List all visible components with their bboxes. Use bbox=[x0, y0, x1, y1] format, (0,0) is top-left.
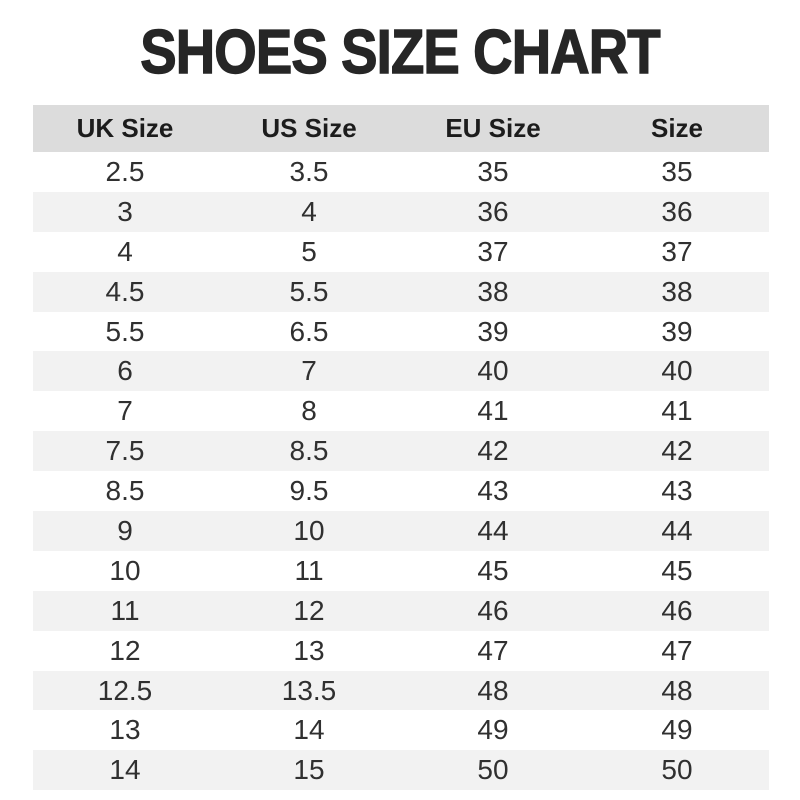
table-cell-us-size: 12 bbox=[293, 594, 325, 626]
table-cell-uk-size: 5.5 bbox=[105, 315, 145, 347]
table-cell-eu-size: 45 bbox=[477, 554, 509, 586]
table-cell-uk-size: 7 bbox=[117, 395, 133, 427]
table-cell-uk-size: 3 bbox=[117, 195, 133, 227]
table-row: 8.5 9.5 43 43 bbox=[33, 471, 769, 512]
table-cell-uk-size: 11 bbox=[110, 594, 140, 626]
table-cell-us-size: 4 bbox=[301, 195, 317, 227]
table-header-row: UK Size US Size EU Size Size bbox=[33, 105, 769, 152]
header-cell-uk-size: UK Size bbox=[76, 113, 174, 143]
table-cell-us-size: 13.5 bbox=[281, 674, 337, 706]
table-row: 6 7 40 40 bbox=[33, 351, 769, 392]
table-cell-us-size: 8 bbox=[301, 395, 317, 427]
table-cell-uk-size: 10 bbox=[109, 554, 141, 586]
table-cell-eu-size: 47 bbox=[477, 634, 509, 666]
table-cell-uk-size: 2.5 bbox=[105, 155, 145, 187]
table-cell-size: 40 bbox=[661, 355, 693, 387]
table-cell-eu-size: 50 bbox=[477, 754, 509, 786]
table-cell-size: 36 bbox=[661, 195, 693, 227]
table-cell-eu-size: 48 bbox=[477, 674, 509, 706]
table-row: 4 5 37 37 bbox=[33, 231, 769, 272]
table-row: 13 14 49 49 bbox=[33, 710, 769, 751]
table-cell-us-size: 9.5 bbox=[289, 475, 329, 507]
header-cell-eu-size: EU Size bbox=[445, 113, 541, 143]
table-cell-eu-size: 40 bbox=[477, 355, 509, 387]
table-cell-eu-size: 44 bbox=[477, 514, 509, 546]
table-cell-eu-size: 49 bbox=[477, 714, 509, 746]
table-cell-uk-size: 6 bbox=[117, 355, 133, 387]
table-cell-size: 38 bbox=[661, 275, 693, 307]
table-cell-eu-size: 43 bbox=[477, 475, 509, 507]
table-cell-us-size: 6.5 bbox=[289, 315, 329, 347]
table-row: 11 12 46 46 bbox=[33, 590, 769, 631]
table-row: 3 4 36 36 bbox=[33, 191, 769, 232]
table-cell-size: 39 bbox=[661, 315, 693, 347]
table-cell-us-size: 13 bbox=[293, 634, 325, 666]
table-cell-size: 37 bbox=[661, 235, 693, 267]
header-cell-us-size: US Size bbox=[261, 113, 357, 143]
table-cell-size: 45 bbox=[661, 554, 693, 586]
page-title: SHOES SIZE CHART bbox=[140, 18, 662, 87]
table-row: 10 11 45 45 bbox=[33, 550, 769, 591]
table-cell-uk-size: 12 bbox=[109, 634, 141, 666]
table-cell-uk-size: 9 bbox=[117, 514, 133, 546]
table-cell-uk-size: 12.5 bbox=[97, 674, 153, 706]
table-row: 7.5 8.5 42 42 bbox=[33, 431, 769, 472]
table-cell-size: 47 bbox=[661, 634, 693, 666]
table-body: 2.5 3.5 35 35 3 4 36 36 4 5 37 37 4.5 5.… bbox=[33, 152, 769, 791]
table-cell-us-size: 8.5 bbox=[289, 435, 329, 467]
table-cell-size: 35 bbox=[661, 155, 693, 187]
table-cell-us-size: 11 bbox=[294, 554, 324, 586]
table-cell-uk-size: 4.5 bbox=[105, 275, 145, 307]
table-cell-eu-size: 42 bbox=[477, 435, 509, 467]
table-row: 4.5 5.5 38 38 bbox=[33, 271, 769, 312]
table-row: 5.5 6.5 39 39 bbox=[33, 311, 769, 352]
table-cell-size: 49 bbox=[661, 714, 693, 746]
table-row: 9 10 44 44 bbox=[33, 511, 769, 551]
size-chart-table: UK Size US Size EU Size Size 2.5 3.5 35 … bbox=[33, 105, 769, 791]
table-cell-eu-size: 35 bbox=[477, 155, 509, 187]
header-cell-size: Size bbox=[650, 113, 704, 143]
table-cell-size: 41 bbox=[661, 395, 693, 427]
table-cell-eu-size: 46 bbox=[477, 594, 509, 626]
table-cell-uk-size: 13 bbox=[109, 714, 141, 746]
table-cell-us-size: 15 bbox=[293, 754, 325, 786]
table-row: 14 15 50 50 bbox=[33, 750, 769, 791]
table-cell-uk-size: 14 bbox=[109, 754, 141, 786]
table-cell-size: 42 bbox=[661, 435, 693, 467]
table-cell-eu-size: 37 bbox=[477, 235, 509, 267]
table-cell-size: 46 bbox=[661, 594, 693, 626]
table-cell-size: 50 bbox=[661, 754, 693, 786]
table-row: 12.5 13.5 48 48 bbox=[33, 670, 769, 711]
table-row: 7 8 41 41 bbox=[33, 391, 769, 432]
table-cell-size: 48 bbox=[661, 674, 693, 706]
table-cell-us-size: 3.5 bbox=[289, 155, 329, 187]
table-row: 2.5 3.5 35 35 bbox=[33, 152, 769, 192]
table-cell-uk-size: 4 bbox=[117, 235, 133, 267]
table-cell-eu-size: 38 bbox=[477, 275, 509, 307]
table-cell-us-size: 5.5 bbox=[289, 275, 329, 307]
table-cell-us-size: 14 bbox=[293, 714, 325, 746]
table-cell-eu-size: 39 bbox=[477, 315, 509, 347]
table-cell-size: 43 bbox=[661, 475, 693, 507]
table-cell-uk-size: 7.5 bbox=[105, 435, 145, 467]
table-cell-eu-size: 41 bbox=[477, 395, 509, 427]
table-cell-uk-size: 8.5 bbox=[105, 475, 145, 507]
table-row: 12 13 47 47 bbox=[33, 630, 769, 671]
table-cell-size: 44 bbox=[661, 514, 693, 546]
table-cell-us-size: 10 bbox=[293, 514, 325, 546]
table-cell-us-size: 5 bbox=[301, 235, 317, 267]
table-cell-us-size: 7 bbox=[301, 355, 317, 387]
table-cell-eu-size: 36 bbox=[477, 195, 509, 227]
